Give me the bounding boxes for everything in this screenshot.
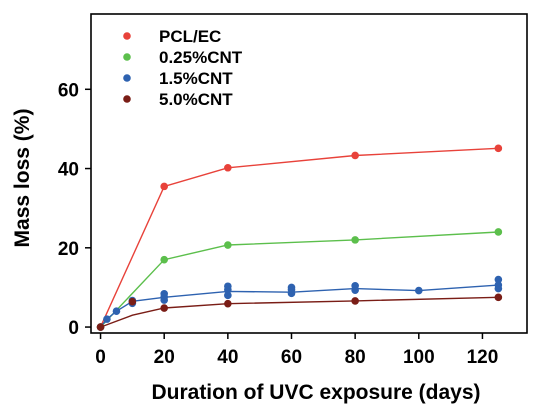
data-point-1-5-cnt bbox=[351, 282, 359, 290]
data-point-1-5-cnt bbox=[287, 283, 296, 292]
y-tick-label: 60 bbox=[58, 80, 79, 101]
data-point-pcl-ec bbox=[351, 151, 359, 160]
series-line-pcl-ec bbox=[99, 147, 499, 328]
data-points bbox=[96, 144, 503, 331]
data-point-5-0-cnt bbox=[128, 297, 137, 306]
x-tick-label: 0 bbox=[95, 347, 106, 368]
data-point-5-0-cnt bbox=[160, 304, 168, 312]
data-point-1-5-cnt bbox=[494, 281, 503, 289]
data-point-pcl-ec bbox=[224, 163, 232, 172]
data-point-0-25-cnt bbox=[494, 228, 503, 236]
series-lines bbox=[99, 147, 499, 328]
legend-marker-1-5-cnt bbox=[123, 74, 131, 82]
x-tick-label: 120 bbox=[467, 347, 499, 368]
data-point-1-5-cnt bbox=[494, 275, 503, 284]
series-line-0-25-cnt bbox=[99, 231, 499, 328]
x-tick-label: 80 bbox=[345, 347, 366, 368]
data-point-1-5-cnt bbox=[112, 307, 121, 316]
data-point-1-5-cnt bbox=[160, 289, 168, 298]
plot-frame bbox=[90, 13, 528, 334]
legend: PCL/EC 0.25%CNT 1.5%CNT 5.0%CNT bbox=[123, 27, 243, 109]
data-point-1-5-cnt bbox=[224, 291, 232, 300]
axis-ticks: 0 20 40 60 80 100 120 0 20 40 60 bbox=[58, 80, 498, 368]
y-tick-label: 40 bbox=[58, 160, 79, 181]
y-axis-label: Mass loss (%) bbox=[11, 109, 34, 248]
data-point-pcl-ec bbox=[494, 144, 503, 153]
series-line-5-0-cnt bbox=[100, 296, 499, 328]
legend-label-pcl-ec: PCL/EC bbox=[159, 27, 221, 46]
legend-marker-pcl-ec bbox=[123, 32, 131, 40]
y-tick-label: 0 bbox=[68, 318, 79, 339]
data-point-1-5-cnt bbox=[103, 315, 111, 323]
x-axis-label: Duration of UVC exposure (days) bbox=[151, 381, 480, 404]
y-tick-label: 20 bbox=[58, 239, 79, 260]
x-tick-label: 40 bbox=[217, 347, 238, 368]
data-point-1-5-cnt bbox=[224, 282, 232, 291]
x-tick-label: 60 bbox=[281, 347, 302, 368]
data-point-5-0-cnt bbox=[351, 297, 359, 305]
data-point-5-0-cnt bbox=[224, 299, 232, 308]
legend-label-1-5-cnt: 1.5%CNT bbox=[159, 69, 233, 88]
series-line-1-5-cnt bbox=[99, 284, 499, 328]
x-tick-label: 100 bbox=[403, 347, 435, 368]
data-point-5-0-cnt bbox=[494, 293, 503, 302]
data-point-pcl-ec bbox=[160, 182, 168, 191]
legend-label-5-0-cnt: 5.0%CNT bbox=[159, 90, 233, 109]
legend-marker-5-0-cnt bbox=[123, 95, 131, 103]
legend-label-0-25-cnt: 0.25%CNT bbox=[159, 48, 243, 67]
plot-border bbox=[90, 13, 528, 334]
data-point-0-25-cnt bbox=[160, 255, 168, 264]
data-point-5-0-cnt bbox=[96, 323, 105, 331]
data-point-1-5-cnt bbox=[414, 286, 423, 295]
legend-marker-0-25-cnt bbox=[123, 53, 131, 61]
data-point-0-25-cnt bbox=[351, 236, 359, 244]
x-tick-label: 20 bbox=[154, 347, 175, 368]
data-point-0-25-cnt bbox=[224, 241, 232, 249]
